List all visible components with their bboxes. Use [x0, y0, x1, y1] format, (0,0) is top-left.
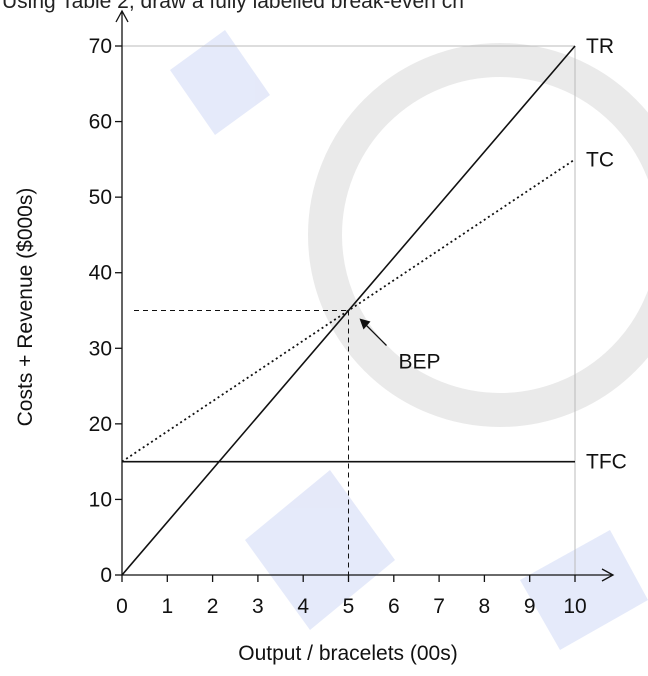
plot-area: 0 10 20 30 40 50 60 70 0 1 2 3 4 5 6 7 8 9 10 TR TC TFC BEP	[89, 9, 627, 618]
y-tick-label: 40	[89, 262, 112, 285]
bep-arrowhead	[359, 318, 371, 330]
y-tick-label: 60	[89, 111, 112, 134]
y-axis-arrowhead	[115, 9, 129, 23]
x-axis-title: Output / bracelets (00s)	[238, 642, 457, 665]
x-tick-label: 4	[297, 595, 309, 618]
series-line-tc	[121, 158, 576, 463]
series-label-tfc: TFC	[586, 451, 627, 474]
series-label-tc: TC	[586, 148, 614, 171]
x-tick-label: 8	[479, 595, 491, 618]
series-label-tr: TR	[586, 35, 614, 58]
header-text: Using Table 2, draw a fully labelled bre…	[2, 0, 464, 13]
x-axis-arrowhead	[601, 568, 615, 582]
x-tick-label: 1	[161, 595, 173, 618]
x-tick-label: 0	[116, 595, 128, 618]
y-tick-label: 70	[89, 35, 112, 58]
y-tick-label: 10	[89, 488, 112, 511]
x-tick-label: 7	[433, 595, 445, 618]
x-tick-label: 10	[563, 595, 586, 618]
x-tick-label: 6	[388, 595, 400, 618]
x-tick-label: 3	[252, 595, 264, 618]
bep-label: BEP	[399, 351, 441, 374]
watermark	[170, 30, 648, 650]
x-tick-label: 9	[524, 595, 536, 618]
y-tick-label: 30	[89, 337, 112, 360]
x-tick-label: 5	[343, 595, 355, 618]
x-tick-label: 2	[207, 595, 219, 618]
y-tick-label: 0	[100, 564, 112, 587]
y-tick-label: 50	[89, 186, 112, 209]
y-tick-label: 20	[89, 413, 112, 436]
y-axis-title: Costs + Revenue ($000s)	[14, 188, 37, 427]
